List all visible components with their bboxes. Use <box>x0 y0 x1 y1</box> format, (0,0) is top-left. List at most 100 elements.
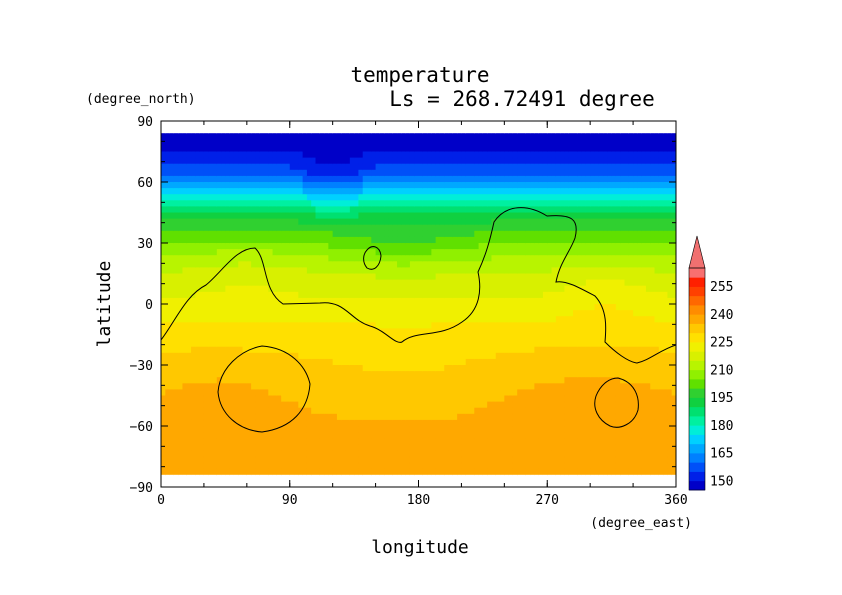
heat-cell <box>208 255 214 262</box>
heat-cell <box>195 480 201 487</box>
heat-cell <box>328 419 334 427</box>
heat-cell <box>379 456 385 464</box>
heat-cell <box>191 480 196 487</box>
heat-cell <box>354 322 360 329</box>
heat-cell <box>388 279 394 287</box>
heat-cell <box>504 145 510 153</box>
heat-cell <box>371 468 377 476</box>
heat-cell <box>401 261 407 268</box>
heat-cell <box>358 169 364 177</box>
heat-cell <box>272 182 278 189</box>
heat-cell <box>259 438 265 445</box>
heat-cell <box>178 310 184 317</box>
heat-cell <box>384 358 390 366</box>
heat-cell <box>289 413 295 421</box>
heat-cell <box>478 395 484 403</box>
heat-cell <box>409 426 415 433</box>
heat-cell <box>409 389 415 397</box>
heat-cell <box>255 133 261 140</box>
heat-cell <box>500 169 505 177</box>
heat-cell <box>452 297 458 305</box>
heat-cell <box>422 127 428 134</box>
heat-cell <box>491 285 497 293</box>
heat-cell <box>487 194 493 201</box>
heat-cell <box>409 279 415 287</box>
heat-cell <box>512 224 518 232</box>
heat-cell <box>418 121 424 128</box>
heat-cell <box>306 285 312 293</box>
heat-cell <box>435 407 441 415</box>
heat-cell <box>302 169 308 177</box>
heat-cell <box>439 413 445 421</box>
heat-cell <box>427 285 432 293</box>
heat-cell <box>418 297 424 305</box>
heat-cell <box>448 328 454 336</box>
heat-cell <box>439 261 445 268</box>
heat-cell <box>306 304 312 311</box>
heat-cell <box>345 468 351 476</box>
heat-cell <box>379 474 385 482</box>
heat-cell <box>354 480 360 487</box>
heat-cell <box>375 218 381 226</box>
heat-cell <box>474 395 480 403</box>
heat-cell <box>392 133 398 140</box>
heat-cell <box>332 328 338 336</box>
heat-cell <box>285 175 291 183</box>
heat-cell <box>199 182 205 189</box>
heat-cell <box>444 334 450 342</box>
heat-cell <box>401 133 407 140</box>
heat-cell <box>268 121 274 128</box>
heat-cell <box>362 291 368 299</box>
heat-cell <box>345 480 351 487</box>
heat-cell <box>298 462 304 470</box>
heat-cell <box>397 316 402 323</box>
heat-cell <box>225 145 231 153</box>
heat-cell <box>470 206 475 214</box>
heat-cell <box>482 419 488 427</box>
heat-cell <box>401 358 407 366</box>
heat-cell <box>409 169 415 177</box>
heat-cell <box>319 419 325 427</box>
heat-cell <box>186 358 192 366</box>
heat-cell <box>427 206 432 214</box>
heat-cell <box>191 438 196 445</box>
heat-cell <box>212 267 218 275</box>
heat-cell <box>191 352 196 360</box>
heat-cell <box>259 389 265 397</box>
heat-cell <box>276 328 282 336</box>
heat-cell <box>405 480 411 487</box>
heat-cell <box>375 273 381 281</box>
heat-cell <box>306 462 312 470</box>
heat-cell <box>512 401 518 409</box>
heat-cell <box>508 383 514 390</box>
heat-cell <box>487 328 493 336</box>
heat-cell <box>448 182 454 189</box>
heat-cell <box>251 285 257 293</box>
heat-cell <box>221 462 226 470</box>
heat-cell <box>169 352 175 360</box>
heat-cell <box>233 267 239 275</box>
heat-cell <box>165 419 171 427</box>
heat-cell <box>358 127 364 134</box>
heat-cell <box>461 285 467 293</box>
heat-cell <box>289 438 295 445</box>
heat-cell <box>422 255 428 262</box>
heat-cell <box>345 401 351 409</box>
heat-cell <box>272 395 278 403</box>
heat-cell <box>375 121 381 128</box>
heat-cell <box>457 139 463 146</box>
heat-cell <box>452 334 458 342</box>
heat-cell <box>336 163 342 171</box>
heat-cell <box>439 169 445 177</box>
heat-cell <box>388 432 394 439</box>
heat-cell <box>405 121 411 128</box>
heat-cell <box>487 218 493 226</box>
heat-cell <box>358 194 364 201</box>
heat-cell <box>362 432 368 439</box>
heat-cell <box>508 401 514 409</box>
heat-cell <box>397 261 402 268</box>
heat-cell <box>354 310 360 317</box>
heat-cell <box>281 151 287 159</box>
heat-cell <box>186 401 192 409</box>
heat-cell <box>182 438 188 445</box>
